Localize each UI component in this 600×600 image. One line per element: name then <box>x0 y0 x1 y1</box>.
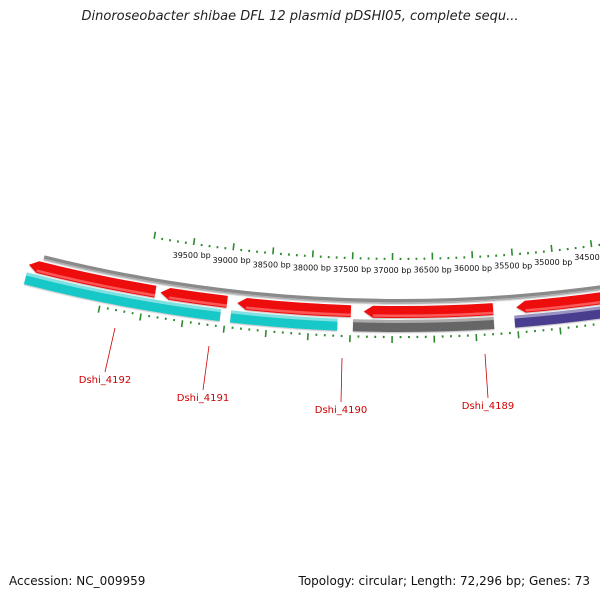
block-highlight <box>514 306 600 319</box>
gene-label: Dshi_4191 <box>177 393 229 404</box>
major-tick <box>589 240 593 248</box>
accession-label: Accession: NC_009959 <box>9 574 146 588</box>
major-tick <box>192 237 196 246</box>
major-tick <box>139 313 142 321</box>
major-tick <box>559 327 562 335</box>
forward-gene-arrow <box>237 298 352 318</box>
tick-label: 34500 bp <box>574 253 600 262</box>
major-tick <box>97 305 101 313</box>
arrow-highlight <box>245 306 351 317</box>
block-highlight <box>26 272 221 313</box>
backbone-arc <box>43 255 600 304</box>
gene-leader-line <box>340 357 343 403</box>
gene-labels: Dshi_4192 Dshi_4191 Dshi_4190 Dshi_4189 <box>79 327 514 416</box>
tick-label: 38000 bp <box>293 263 331 272</box>
tick-label: 38500 bp <box>253 260 291 269</box>
major-tick <box>264 329 267 338</box>
inner-tick-ring <box>97 305 595 343</box>
reverse-strand-genes <box>23 272 600 332</box>
major-tick <box>180 320 184 328</box>
major-tick <box>550 244 553 252</box>
gene-label: Dshi_4192 <box>79 375 131 386</box>
tick-label: 36500 bp <box>414 266 452 275</box>
tick-label: 36000 bp <box>454 264 492 273</box>
tick-label: 35500 bp <box>494 262 532 271</box>
major-tick <box>222 325 226 333</box>
major-tick <box>510 248 513 256</box>
arrow-highlight <box>525 300 600 312</box>
reverse-gene-block <box>23 272 221 322</box>
arrow-highlight <box>36 269 155 297</box>
major-tick <box>232 243 235 251</box>
arrow-highlight <box>168 296 227 307</box>
gene-label: Dshi_4189 <box>462 401 514 412</box>
major-tick <box>272 247 275 255</box>
reverse-gene-block <box>514 306 600 328</box>
arrow-highlight <box>372 311 494 317</box>
map-title: Dinoroseobacter shibae DFL 12 plasmid pD… <box>81 9 519 24</box>
forward-gene-arrow <box>28 261 157 298</box>
block-highlight <box>230 310 338 322</box>
backbone-ring <box>43 255 600 304</box>
gene-leader-line <box>202 345 210 391</box>
tick-label: 39500 bp <box>173 251 211 260</box>
reverse-gene-block <box>352 317 495 332</box>
gene-leader-line <box>104 327 116 373</box>
gene-label: Dshi_4190 <box>315 405 367 416</box>
tick-label: 37000 bp <box>373 266 411 275</box>
major-tick <box>153 231 157 239</box>
topology-summary: Topology: circular; Length: 72,296 bp; G… <box>298 574 590 588</box>
tick-label: 37500 bp <box>333 265 371 274</box>
forward-strand-genes <box>28 261 600 319</box>
tick-label: 35000 bp <box>534 258 572 267</box>
forward-gene-arrow <box>516 292 600 313</box>
reverse-gene-block <box>229 310 338 331</box>
gene-leader-line <box>484 353 489 399</box>
tick-label: 39000 bp <box>213 256 251 265</box>
outer-tick-ring <box>153 231 600 260</box>
major-tick <box>517 331 520 339</box>
block-highlight <box>353 317 494 323</box>
